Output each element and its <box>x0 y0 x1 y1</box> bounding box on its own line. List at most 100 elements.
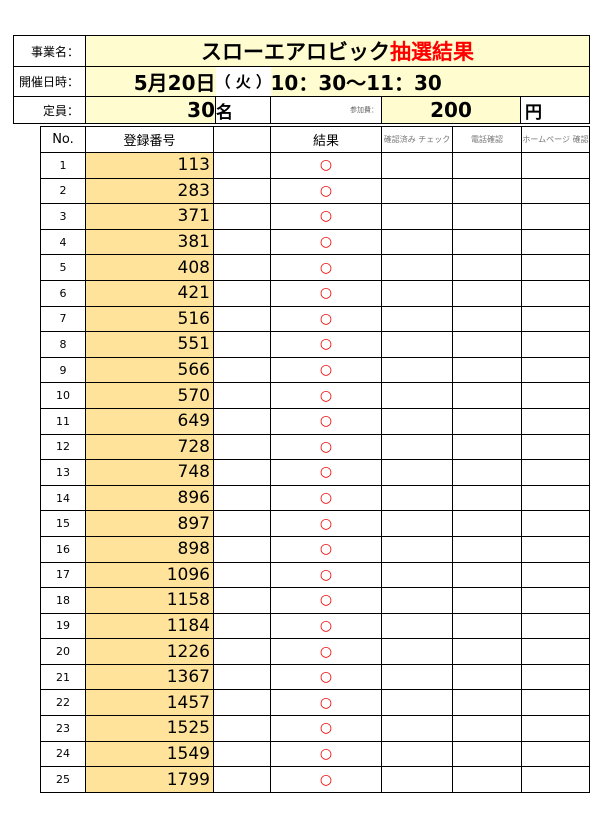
phone-cell[interactable] <box>452 203 522 230</box>
phone-cell[interactable] <box>452 254 522 281</box>
phone-cell[interactable] <box>452 612 522 640</box>
web-cell[interactable] <box>521 177 590 205</box>
web-cell[interactable] <box>521 766 590 793</box>
blank-cell <box>213 561 271 589</box>
checked-cell[interactable] <box>381 561 453 589</box>
phone-cell[interactable] <box>452 689 522 717</box>
result-mark: ○ <box>270 177 382 205</box>
phone-cell[interactable] <box>452 766 522 793</box>
checked-cell[interactable] <box>381 484 453 512</box>
web-cell[interactable] <box>521 561 590 589</box>
checked-cell[interactable] <box>381 587 453 614</box>
phone-cell[interactable] <box>452 433 522 461</box>
reg-number: 381 <box>85 228 214 256</box>
checked-cell[interactable] <box>381 510 453 537</box>
result-mark: ○ <box>270 331 382 358</box>
checked-cell[interactable] <box>381 689 453 717</box>
checked-cell[interactable] <box>381 638 453 665</box>
blank-cell <box>213 612 271 640</box>
web-cell[interactable] <box>521 382 590 409</box>
checked-cell[interactable] <box>381 459 453 486</box>
web-cell[interactable] <box>521 356 590 384</box>
web-cell[interactable] <box>521 663 590 691</box>
phone-cell[interactable] <box>452 535 522 563</box>
phone-cell[interactable] <box>452 715 522 742</box>
checked-cell[interactable] <box>381 612 453 640</box>
checked-cell[interactable] <box>381 331 453 358</box>
phone-cell[interactable] <box>452 228 522 256</box>
phone-cell[interactable] <box>452 459 522 486</box>
phone-cell[interactable] <box>452 305 522 333</box>
checked-cell[interactable] <box>381 407 453 435</box>
result-mark: ○ <box>270 356 382 384</box>
web-cell[interactable] <box>521 331 590 358</box>
phone-cell[interactable] <box>452 510 522 537</box>
blank-cell <box>213 356 271 384</box>
web-cell[interactable] <box>521 228 590 256</box>
checked-cell[interactable] <box>381 177 453 205</box>
phone-cell[interactable] <box>452 407 522 435</box>
web-cell[interactable] <box>521 612 590 640</box>
phone-cell[interactable] <box>452 279 522 307</box>
blank-cell <box>213 587 271 614</box>
result-mark: ○ <box>270 638 382 665</box>
phone-cell[interactable] <box>452 561 522 589</box>
checked-cell[interactable] <box>381 228 453 256</box>
web-cell[interactable] <box>521 484 590 512</box>
web-cell[interactable] <box>521 203 590 230</box>
checked-cell[interactable] <box>381 356 453 384</box>
row-no: 14 <box>40 484 86 512</box>
result-mark: ○ <box>270 561 382 589</box>
phone-cell[interactable] <box>452 484 522 512</box>
phone-cell[interactable] <box>452 356 522 384</box>
blank-cell <box>213 152 271 179</box>
web-cell[interactable] <box>521 407 590 435</box>
checked-cell[interactable] <box>381 279 453 307</box>
web-cell[interactable] <box>521 254 590 281</box>
phone-cell[interactable] <box>452 382 522 409</box>
checked-cell[interactable] <box>381 766 453 793</box>
result-mark: ○ <box>270 766 382 793</box>
phone-cell[interactable] <box>452 663 522 691</box>
web-cell[interactable] <box>521 638 590 665</box>
col-result: 結果 <box>270 126 382 153</box>
reg-number: 898 <box>85 535 214 563</box>
checked-cell[interactable] <box>381 715 453 742</box>
checked-cell[interactable] <box>381 203 453 230</box>
checked-cell[interactable] <box>381 535 453 563</box>
checked-cell[interactable] <box>381 254 453 281</box>
checked-cell[interactable] <box>381 740 453 768</box>
phone-cell[interactable] <box>452 740 522 768</box>
phone-cell[interactable] <box>452 331 522 358</box>
web-cell[interactable] <box>521 459 590 486</box>
blank-cell <box>213 663 271 691</box>
checked-cell[interactable] <box>381 305 453 333</box>
web-cell[interactable] <box>521 433 590 461</box>
phone-cell[interactable] <box>452 152 522 179</box>
phone-cell[interactable] <box>452 177 522 205</box>
web-cell[interactable] <box>521 535 590 563</box>
reg-number: 1226 <box>85 638 214 665</box>
table-row: 13 748 ○ <box>40 459 590 486</box>
web-cell[interactable] <box>521 279 590 307</box>
checked-cell[interactable] <box>381 433 453 461</box>
checked-cell[interactable] <box>381 152 453 179</box>
blank-cell <box>213 689 271 717</box>
row-no: 5 <box>40 254 86 281</box>
phone-cell[interactable] <box>452 638 522 665</box>
web-cell[interactable] <box>521 305 590 333</box>
phone-cell[interactable] <box>452 587 522 614</box>
web-cell[interactable] <box>521 152 590 179</box>
web-cell[interactable] <box>521 510 590 537</box>
reg-number: 1158 <box>85 587 214 614</box>
web-cell[interactable] <box>521 715 590 742</box>
blank-cell <box>213 535 271 563</box>
web-cell[interactable] <box>521 587 590 614</box>
checked-cell[interactable] <box>381 663 453 691</box>
event-weekday: （ 火 ） <box>215 66 271 97</box>
web-cell[interactable] <box>521 740 590 768</box>
checked-cell[interactable] <box>381 382 453 409</box>
web-cell[interactable] <box>521 689 590 717</box>
row-no: 8 <box>40 331 86 358</box>
row-no: 25 <box>40 766 86 793</box>
